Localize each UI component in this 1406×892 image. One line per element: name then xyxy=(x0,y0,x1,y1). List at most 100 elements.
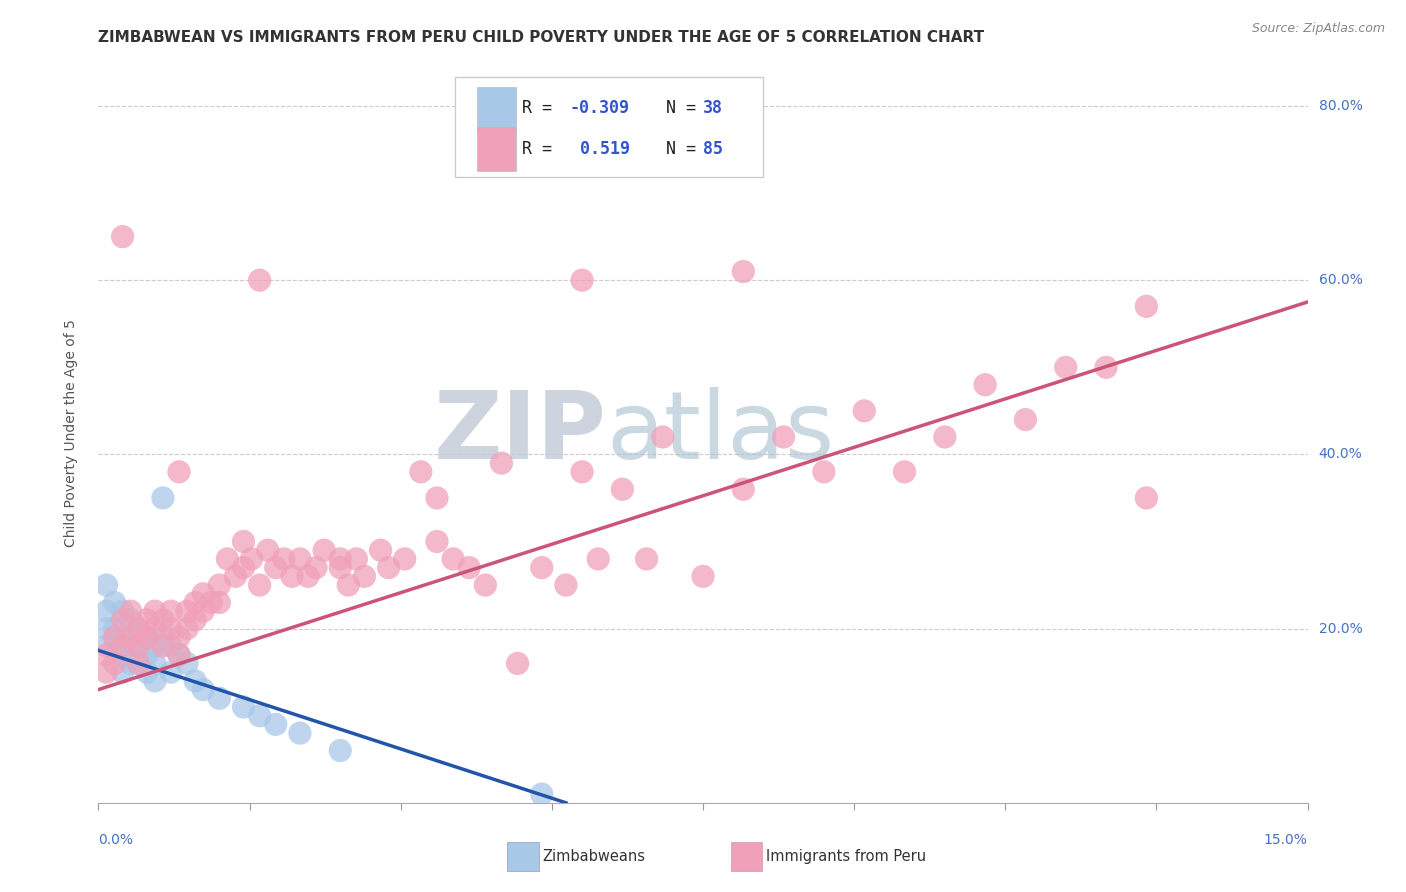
Point xyxy=(103,657,125,671)
Point xyxy=(458,560,481,574)
Text: 38: 38 xyxy=(703,100,723,118)
Point xyxy=(232,534,254,549)
Point xyxy=(135,613,157,627)
Point xyxy=(184,595,207,609)
Point xyxy=(409,465,432,479)
Point xyxy=(426,491,449,505)
Point xyxy=(103,639,125,653)
Point xyxy=(893,465,915,479)
Point xyxy=(370,543,392,558)
Point xyxy=(974,377,997,392)
Point xyxy=(281,569,304,583)
Point xyxy=(249,708,271,723)
Point xyxy=(530,560,553,574)
Point xyxy=(143,673,166,688)
Point xyxy=(264,560,287,574)
Point xyxy=(167,648,190,662)
Point xyxy=(1095,360,1118,375)
Point xyxy=(555,578,578,592)
Point xyxy=(103,595,125,609)
FancyBboxPatch shape xyxy=(508,842,538,871)
Point xyxy=(143,622,166,636)
Point xyxy=(329,743,352,757)
Point xyxy=(120,613,142,627)
Point xyxy=(273,552,295,566)
Point xyxy=(344,552,367,566)
Point xyxy=(152,491,174,505)
Point xyxy=(120,639,142,653)
Point xyxy=(1054,360,1077,375)
Point xyxy=(111,604,134,618)
Point xyxy=(167,648,190,662)
Point xyxy=(128,657,150,671)
Point xyxy=(135,630,157,644)
Text: N =: N = xyxy=(647,100,706,118)
Point xyxy=(530,787,553,801)
Text: 15.0%: 15.0% xyxy=(1264,833,1308,847)
Point xyxy=(208,595,231,609)
Point xyxy=(160,622,183,636)
Point xyxy=(288,726,311,740)
Point xyxy=(143,657,166,671)
Point xyxy=(111,639,134,653)
Point xyxy=(184,613,207,627)
Point xyxy=(96,578,118,592)
Point xyxy=(160,639,183,653)
FancyBboxPatch shape xyxy=(731,842,762,871)
Point xyxy=(1014,412,1036,426)
Point xyxy=(586,552,609,566)
Text: N =: N = xyxy=(647,139,706,158)
Point xyxy=(135,665,157,680)
Text: ZIP: ZIP xyxy=(433,386,606,479)
Point xyxy=(305,560,328,574)
Point xyxy=(167,465,190,479)
Point xyxy=(184,673,207,688)
Text: 40.0%: 40.0% xyxy=(1319,448,1362,461)
Point xyxy=(1135,299,1157,313)
Point xyxy=(96,604,118,618)
Point xyxy=(176,622,198,636)
Y-axis label: Child Poverty Under the Age of 5: Child Poverty Under the Age of 5 xyxy=(63,318,77,547)
Point xyxy=(167,630,190,644)
Point xyxy=(612,482,634,496)
Point xyxy=(506,657,529,671)
Point xyxy=(193,682,215,697)
Point xyxy=(135,648,157,662)
Point xyxy=(232,560,254,574)
Point xyxy=(571,273,593,287)
Point xyxy=(853,404,876,418)
Point xyxy=(264,717,287,731)
Point xyxy=(152,639,174,653)
Point xyxy=(96,665,118,680)
Point xyxy=(329,552,352,566)
Point xyxy=(377,560,399,574)
Point xyxy=(329,560,352,574)
Text: ZIMBABWEAN VS IMMIGRANTS FROM PERU CHILD POVERTY UNDER THE AGE OF 5 CORRELATION : ZIMBABWEAN VS IMMIGRANTS FROM PERU CHILD… xyxy=(98,29,984,45)
Point xyxy=(441,552,464,566)
Point xyxy=(152,630,174,644)
Text: 20.0%: 20.0% xyxy=(1319,622,1362,636)
Point xyxy=(111,613,134,627)
Point xyxy=(103,622,125,636)
Point xyxy=(353,569,375,583)
FancyBboxPatch shape xyxy=(477,127,516,170)
Point xyxy=(426,534,449,549)
Point xyxy=(111,665,134,680)
Text: 0.0%: 0.0% xyxy=(98,833,134,847)
Point xyxy=(111,229,134,244)
Point xyxy=(96,648,118,662)
Point xyxy=(111,648,134,662)
Point xyxy=(224,569,246,583)
Text: Immigrants from Peru: Immigrants from Peru xyxy=(766,849,927,864)
Text: -0.309: -0.309 xyxy=(569,100,630,118)
Point xyxy=(394,552,416,566)
Point xyxy=(143,604,166,618)
Point xyxy=(813,465,835,479)
Point xyxy=(96,622,118,636)
Point xyxy=(733,482,755,496)
Text: R =: R = xyxy=(522,100,561,118)
Point xyxy=(208,578,231,592)
Text: Source: ZipAtlas.com: Source: ZipAtlas.com xyxy=(1251,22,1385,36)
Point xyxy=(240,552,263,566)
Point xyxy=(128,639,150,653)
